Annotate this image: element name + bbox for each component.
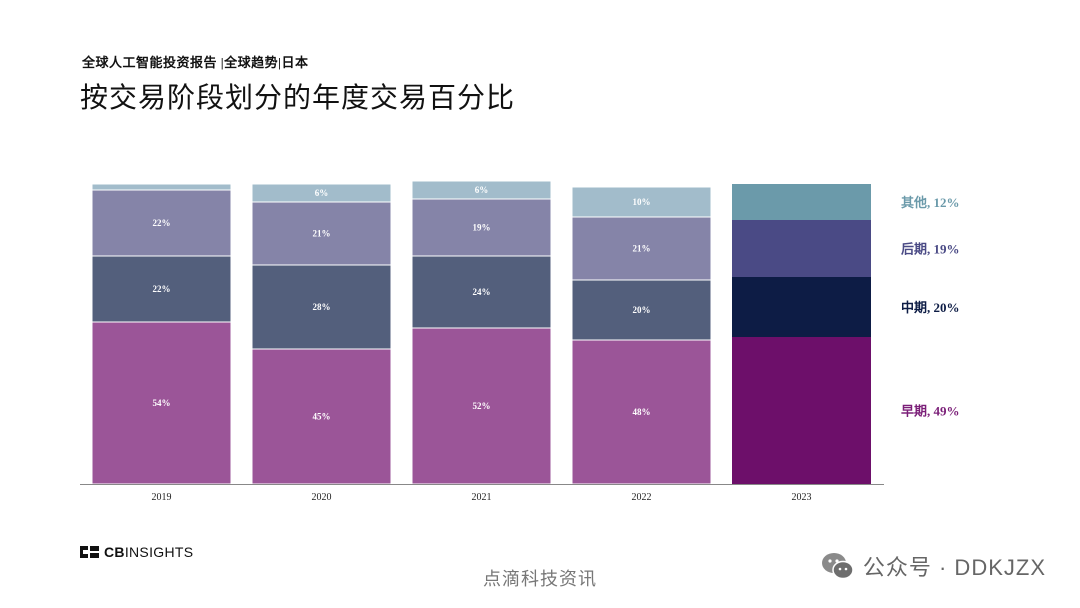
legend-item-0: 早期, 49% <box>901 404 960 419</box>
bar-segment-2021-3 <box>411 180 552 200</box>
bar-segment-2022-2 <box>571 216 712 281</box>
bar-segment-2020-2 <box>251 201 392 266</box>
bar-segment-2023-0 <box>732 337 871 484</box>
bar-value-label: 22% <box>153 284 171 294</box>
bar-segment-2023-3 <box>732 184 871 220</box>
cbinsights-logo: CBINSIGHTS <box>80 544 193 560</box>
bar-value-label: 54% <box>153 398 171 408</box>
bar-value-label: 19% <box>473 223 491 233</box>
bar-segment-2020-3 <box>251 183 392 203</box>
bar-value-label: 20% <box>633 305 651 315</box>
legend: 早期, 49% 中期, 20% 后期, 19% 其他, 12% <box>901 195 960 419</box>
bar-value-label: 48% <box>633 407 651 417</box>
wechat-account-label: 公众号 · DDKJZX <box>862 555 1046 580</box>
bar-value-label: 22% <box>153 218 171 228</box>
bar-segment-2022-1 <box>571 279 712 341</box>
cbinsights-logo-text: CBINSIGHTS <box>104 544 194 560</box>
bar-value-label: 10% <box>633 197 651 207</box>
x-tick-label-2019: 2019 <box>152 492 172 503</box>
wechat-watermark: 公众号 · DDKJZX <box>821 550 1046 582</box>
legend-item-3: 其他, 12% <box>901 195 960 210</box>
bar-value-label: 52% <box>473 401 491 411</box>
bar-segment-2019-2 <box>91 189 232 257</box>
bar-value-label: 45% <box>313 412 331 422</box>
bar-segment-2023-1 <box>732 277 871 337</box>
bar-segment-2020-1 <box>251 264 392 350</box>
bars-layer <box>91 180 871 485</box>
wechat-icon <box>821 553 854 580</box>
bar-value-label: 6% <box>475 185 489 195</box>
bar-labels-layer: 54% 22% 22% 45% 28% 21% 6% 52% 24% 19% 6% 48% 20% 21%… <box>153 185 651 422</box>
x-tick-label-2023: 2023 <box>792 492 812 503</box>
bar-value-label: 21% <box>313 229 331 239</box>
x-tick-label-2021: 2021 <box>472 492 492 503</box>
x-tick-labels: 2019 2020 2021 2022 2023 <box>152 492 812 503</box>
bar-segment-2020-0 <box>251 348 392 485</box>
report-subtitle: 全球人工智能投资报告 |全球趋势|日本 <box>82 55 309 70</box>
x-tick-label-2022: 2022 <box>632 492 652 503</box>
bar-value-label: 28% <box>313 302 331 312</box>
bar-segment-2021-2 <box>411 198 552 257</box>
bar-value-label: 24% <box>473 287 491 297</box>
bar-segment-2022-0 <box>571 339 712 485</box>
bar-value-label: 6% <box>315 188 329 198</box>
bar-value-label: 21% <box>633 244 651 254</box>
watermark-center: 点滴科技资讯 <box>483 569 597 589</box>
legend-item-2: 后期, 19% <box>901 242 960 257</box>
bar-segment-2019-0 <box>91 321 232 485</box>
bar-segment-2021-1 <box>411 255 552 329</box>
chart-title: 按交易阶段划分的年度交易百分比 <box>80 83 516 114</box>
bar-segment-2021-0 <box>411 327 552 485</box>
bar-segment-2019-1 <box>91 255 232 323</box>
cbinsights-logo-icon <box>80 546 99 558</box>
x-tick-label-2020: 2020 <box>312 492 332 503</box>
legend-item-1: 中期, 20% <box>901 300 960 315</box>
bar-segment-2022-3 <box>571 186 712 218</box>
bar-segment-2023-2 <box>732 220 871 277</box>
bar-segment-2019-3 <box>91 183 232 191</box>
